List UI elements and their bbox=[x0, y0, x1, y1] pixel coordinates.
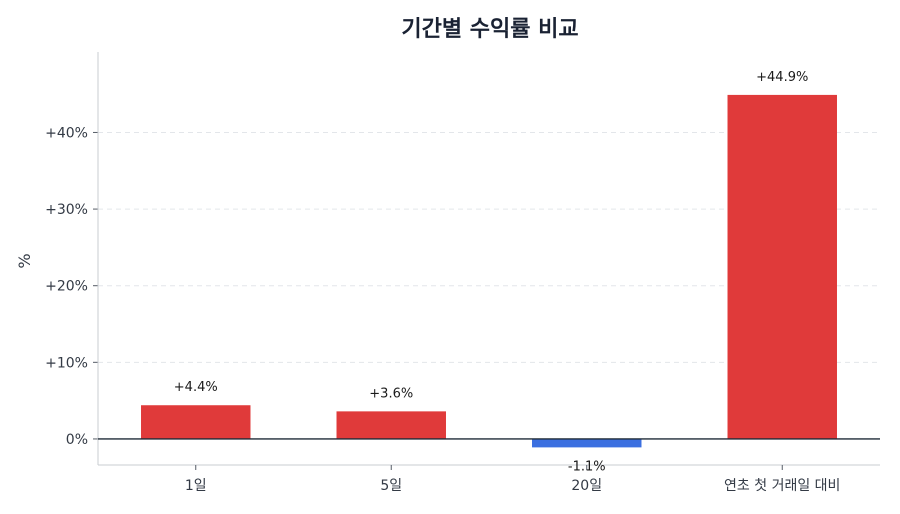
x-tick-label: 1일 bbox=[185, 478, 207, 494]
bar bbox=[727, 94, 837, 439]
y-tick-label: +10% bbox=[45, 355, 88, 371]
bars-layer bbox=[141, 94, 837, 448]
data-label: +4.4% bbox=[174, 380, 218, 395]
y-tick-label: +20% bbox=[45, 279, 88, 295]
y-tick-label: +40% bbox=[45, 125, 88, 141]
data-label: +44.9% bbox=[756, 70, 808, 85]
data-label: -1.1% bbox=[568, 459, 606, 474]
bar bbox=[141, 405, 251, 439]
x-tick-label: 5일 bbox=[380, 478, 402, 494]
y-tick-label: +30% bbox=[45, 202, 88, 218]
data-label: +3.6% bbox=[369, 386, 413, 401]
bar bbox=[336, 411, 446, 439]
x-tick-label: 연초 첫 거래일 대비 bbox=[724, 478, 840, 494]
y-tick-label: 0% bbox=[66, 432, 88, 448]
chart-title: 기간별 수익률 비교 bbox=[401, 17, 578, 42]
x-tick-label: 20일 bbox=[571, 478, 602, 494]
bar bbox=[532, 438, 642, 448]
y-axis-label: % bbox=[15, 253, 34, 268]
axes-layer: 0% +10% +20% +30% +40% 1일 5일 20일 연초 첫 거래일 대비 bbox=[45, 52, 880, 494]
labels-layer: +4.4% +3.6% -1.1% +44.9% bbox=[174, 70, 809, 474]
